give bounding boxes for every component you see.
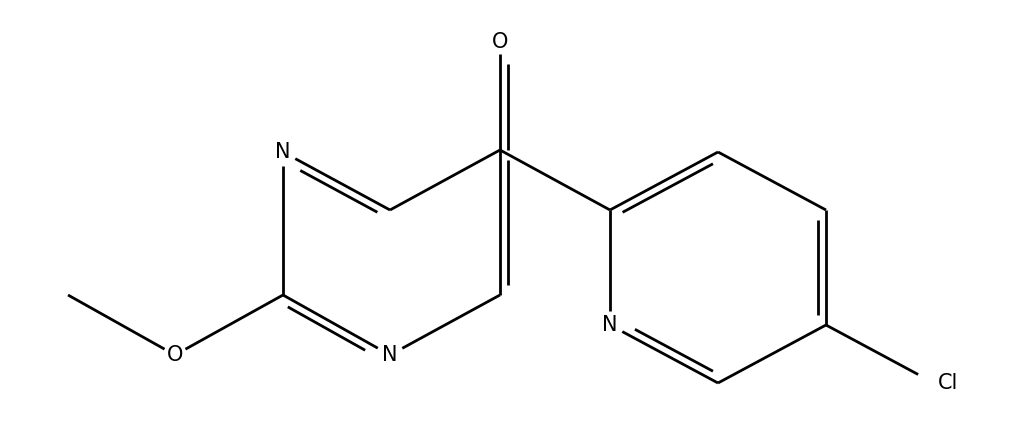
Text: N: N (275, 142, 291, 162)
Text: N: N (382, 345, 397, 365)
Text: N: N (602, 315, 618, 335)
Text: O: O (492, 32, 508, 52)
Text: O: O (167, 345, 183, 365)
Text: Cl: Cl (938, 373, 958, 393)
